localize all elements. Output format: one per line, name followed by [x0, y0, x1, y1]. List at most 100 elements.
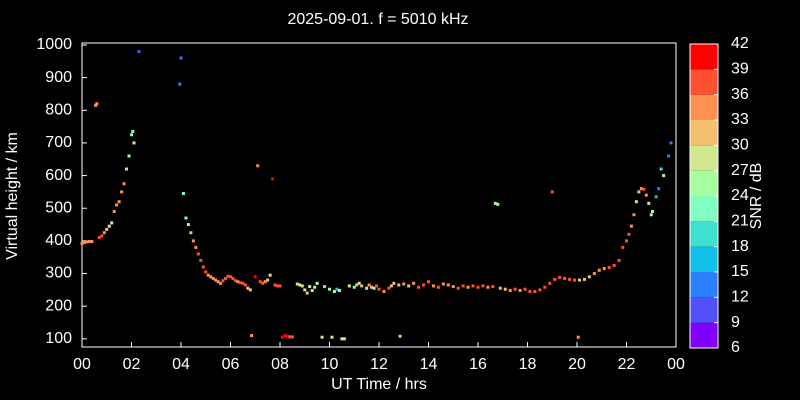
data-point — [397, 283, 401, 287]
colorbar-band — [690, 69, 718, 95]
data-point — [290, 335, 294, 339]
data-point — [431, 284, 435, 288]
colorbar-band — [690, 297, 718, 323]
data-point — [644, 193, 648, 197]
data-point — [377, 287, 381, 291]
data-point — [273, 283, 277, 287]
data-point — [352, 285, 356, 289]
data-point — [518, 289, 522, 293]
colorbar-tick-label: 39 — [731, 61, 749, 78]
colorbar-tick-label: 15 — [731, 263, 749, 280]
data-point — [263, 280, 267, 284]
y-tick-label: 700 — [45, 134, 72, 151]
data-point — [375, 284, 379, 288]
data-point — [194, 245, 198, 249]
x-tick-label: 08 — [271, 356, 289, 373]
y-axis-label: Virtual height / km — [4, 132, 21, 260]
data-point — [335, 287, 339, 291]
colorbar-band — [690, 272, 718, 298]
data-point — [178, 82, 182, 86]
data-point — [115, 203, 119, 207]
data-point — [625, 239, 628, 243]
data-point — [285, 334, 289, 338]
data-point — [370, 285, 374, 289]
data-point — [582, 277, 586, 281]
data-point — [221, 279, 225, 283]
data-point — [342, 337, 346, 341]
colorbar-tick-label: 27 — [731, 162, 749, 179]
data-point — [392, 281, 396, 285]
data-point — [120, 190, 124, 194]
y-tick-label: 600 — [45, 167, 72, 184]
colorbar-tick-label: 18 — [731, 238, 749, 255]
data-point — [100, 234, 104, 238]
data-point — [241, 281, 245, 285]
data-point — [357, 281, 361, 285]
data-point — [131, 129, 135, 133]
data-point — [607, 266, 611, 270]
data-point — [214, 278, 218, 282]
data-point — [82, 241, 86, 245]
x-tick-label: 04 — [172, 356, 190, 373]
data-point — [347, 284, 351, 288]
colorbar-band — [690, 170, 718, 196]
colorbar-tick-label: 9 — [731, 314, 740, 331]
data-point — [612, 263, 616, 267]
data-point — [543, 285, 547, 289]
data-point — [634, 200, 638, 204]
data-point — [642, 187, 646, 191]
colorbar-tick-label: 33 — [731, 111, 749, 128]
data-point — [422, 283, 426, 287]
x-tick-label: 02 — [123, 356, 141, 373]
data-point — [268, 273, 272, 277]
data-point — [105, 227, 109, 231]
data-point — [558, 275, 562, 279]
data-point — [323, 285, 327, 289]
data-point — [300, 284, 304, 288]
data-point — [216, 280, 220, 284]
data-point — [508, 289, 512, 293]
data-point — [573, 278, 577, 282]
data-point — [548, 281, 552, 285]
data-point — [659, 167, 663, 171]
data-point — [667, 154, 671, 158]
data-point — [491, 285, 495, 289]
data-point — [647, 201, 651, 205]
data-point — [189, 231, 193, 235]
data-point — [337, 289, 341, 293]
data-point — [87, 240, 91, 244]
data-point — [224, 276, 228, 280]
data-point — [310, 289, 314, 293]
x-tick-label: 00 — [667, 356, 685, 373]
colorbar-band — [690, 94, 718, 120]
data-point — [112, 209, 116, 213]
data-point — [513, 287, 517, 291]
data-point — [538, 288, 542, 292]
data-point — [617, 258, 621, 262]
data-point — [110, 221, 114, 225]
data-point — [632, 213, 636, 217]
data-point — [130, 133, 133, 137]
colorbar-band — [690, 221, 718, 247]
data-point — [179, 56, 183, 60]
y-tick-label: 200 — [45, 297, 72, 314]
data-point — [204, 270, 208, 274]
data-point — [80, 241, 84, 245]
data-point — [127, 154, 131, 158]
data-point — [637, 190, 641, 194]
data-point — [456, 286, 460, 290]
data-point — [503, 287, 507, 291]
y-tick-label: 500 — [45, 199, 72, 216]
data-point — [427, 280, 430, 284]
data-point — [650, 209, 654, 213]
data-point — [389, 284, 393, 288]
data-point — [295, 282, 299, 286]
data-point — [271, 177, 275, 181]
data-point — [206, 273, 210, 277]
x-tick-label: 22 — [618, 356, 636, 373]
data-point — [258, 280, 262, 284]
data-point — [236, 280, 240, 284]
data-point — [199, 258, 203, 262]
data-point — [481, 284, 485, 288]
data-point — [657, 187, 661, 191]
